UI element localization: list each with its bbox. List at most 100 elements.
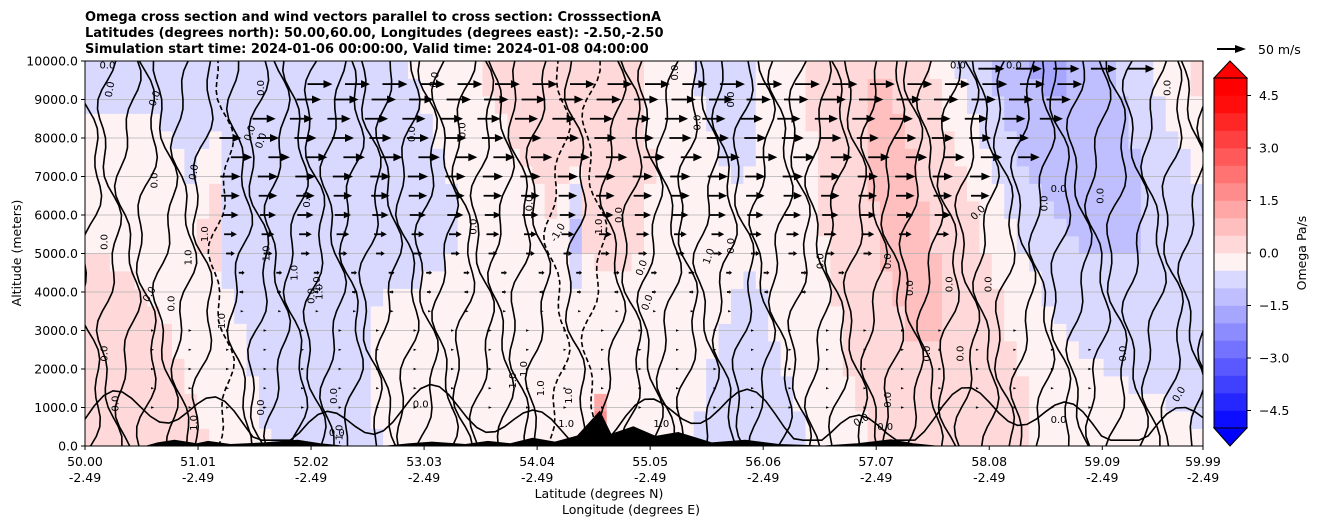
wind-vector-head [494, 172, 504, 181]
omega-cell [1140, 271, 1154, 289]
wind-vector-head [424, 95, 434, 104]
omega-cell [569, 341, 583, 359]
omega-cell [470, 341, 483, 359]
wind-vector [746, 192, 765, 200]
wind-vector [334, 95, 359, 104]
omega-cell [1190, 148, 1203, 167]
wind-vector-head [376, 348, 380, 351]
omega-cell [917, 166, 931, 184]
wind-vector [895, 172, 916, 181]
omega-cell [544, 236, 558, 254]
omega-cell [606, 113, 620, 132]
omega-cell [134, 78, 148, 97]
omega-cell [693, 183, 707, 202]
omega-cell [656, 218, 670, 237]
omega-cell [494, 166, 508, 184]
omega-cell [581, 218, 595, 237]
omega-cell [1053, 428, 1067, 446]
omega-cell [892, 183, 906, 202]
wind-vector [863, 348, 867, 351]
omega-cell [172, 96, 185, 114]
wind-vector [376, 387, 380, 390]
omega-cell [358, 393, 372, 412]
wind-vector-head [791, 114, 801, 123]
wind-vector-head [911, 95, 921, 104]
wind-vector [814, 114, 838, 123]
wind-vector [832, 80, 858, 89]
omega-cell [867, 253, 881, 272]
omega-cell [296, 61, 309, 79]
wind-vector-head [279, 270, 283, 275]
omega-cell [867, 341, 881, 359]
omega-cell [594, 78, 608, 97]
wind-vector-head [413, 387, 417, 390]
contour-line [430, 61, 460, 446]
wind-vector [826, 329, 829, 332]
wind-vector [858, 192, 878, 200]
omega-cell [780, 393, 794, 412]
omega-cell [184, 96, 198, 114]
wind-vector-head [681, 211, 689, 219]
omega-cell [147, 201, 160, 219]
omega-cell [1053, 183, 1067, 202]
omega-cell [321, 113, 334, 132]
omega-cell [768, 166, 781, 184]
omega-cell [308, 131, 322, 149]
omega-cell [991, 428, 1005, 446]
omega-cell [1016, 358, 1030, 377]
wind-vector [526, 251, 535, 256]
omega-cell [134, 113, 148, 132]
omega-cell [1041, 411, 1055, 429]
wind-vector-head [643, 192, 653, 200]
omega-cell [234, 113, 247, 132]
omega-cell [1078, 148, 1092, 167]
omega-cell [1116, 288, 1129, 307]
wind-vector-head [718, 211, 726, 219]
wind-vector [707, 172, 728, 181]
x-tick-label-lat: 53.03 [406, 454, 442, 469]
omega-cell [184, 113, 198, 132]
wind-vector-head [531, 172, 541, 181]
wind-vector [596, 192, 615, 200]
wind-vector [315, 310, 319, 313]
omega-cell [1041, 166, 1055, 184]
wind-vector-head [526, 406, 530, 409]
wind-vector [532, 80, 558, 89]
omega-cell [358, 166, 372, 184]
wind-vector [418, 153, 440, 162]
omega-cell [867, 236, 881, 254]
omega-cell [1091, 288, 1104, 307]
quiver-key-arrow-head [1235, 45, 1246, 53]
wind-vector-head [616, 270, 620, 275]
omega-cell [581, 166, 595, 184]
contour-label: 0.0 [302, 192, 313, 208]
wind-vector [636, 231, 650, 238]
wind-vector [295, 172, 316, 181]
omega-cell [109, 78, 123, 97]
omega-cell [1029, 78, 1042, 97]
omega-cell [867, 358, 881, 377]
omega-cell [1004, 96, 1017, 114]
omega-cell [85, 323, 98, 342]
omega-cell [333, 411, 347, 429]
omega-cell [172, 288, 185, 307]
omega-cell [234, 341, 247, 359]
omega-cell [1190, 271, 1203, 289]
wind-vector-head [263, 329, 267, 332]
omega-cell [420, 358, 434, 377]
wind-vector-head [960, 80, 970, 89]
omega-cell [768, 411, 781, 429]
omega-cell [718, 323, 732, 342]
omega-cell [967, 253, 980, 272]
omega-cell [1178, 428, 1191, 446]
omega-cell [507, 183, 521, 202]
omega-cell [880, 306, 893, 324]
omega-cell [445, 236, 458, 254]
omega-cell [544, 323, 558, 342]
omega-cell [644, 61, 657, 79]
contour-label: 0.0 [883, 392, 894, 408]
omega-cell [619, 61, 632, 79]
wind-vector [932, 172, 953, 181]
wind-vector-head [681, 231, 687, 238]
